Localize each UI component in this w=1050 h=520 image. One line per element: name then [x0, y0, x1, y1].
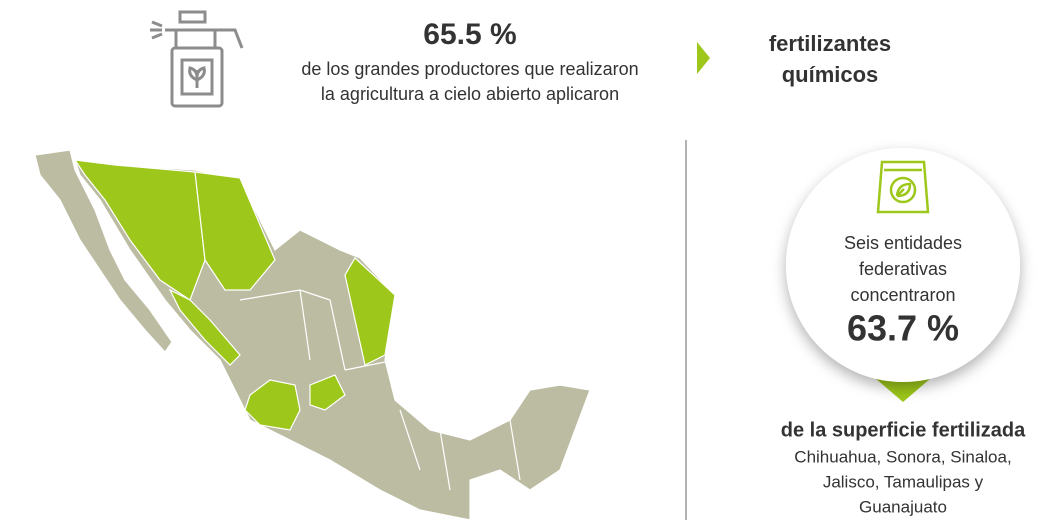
callout-percent: 63.7 %: [847, 308, 959, 349]
callout-subtitle: de la superficie fertilizada: [781, 419, 1026, 441]
states-text: Chihuahua, Sonora, Sinaloa,: [794, 447, 1011, 466]
bag-icon: [876, 160, 930, 214]
callout-text: Seis entidades: [844, 233, 962, 253]
product-text: fertilizantes: [769, 31, 891, 56]
product-text: químicos: [782, 62, 879, 87]
header-text: la agricultura a cielo abierto aplicaron: [321, 84, 619, 104]
pointer: [875, 378, 931, 402]
map: [34, 149, 591, 520]
header-text: de los grandes productores que realizaro…: [301, 59, 638, 79]
states-text: Jalisco, Tamaulipas y: [823, 472, 984, 491]
callout-circle: [786, 148, 1020, 382]
callout-text: concentraron: [850, 285, 955, 305]
arrow: [697, 42, 710, 74]
sprayer-icon: [150, 10, 244, 108]
header-percent: 65.5 %: [423, 18, 516, 51]
states-text: Guanajuato: [859, 497, 947, 516]
callout-text: federativas: [859, 259, 947, 279]
